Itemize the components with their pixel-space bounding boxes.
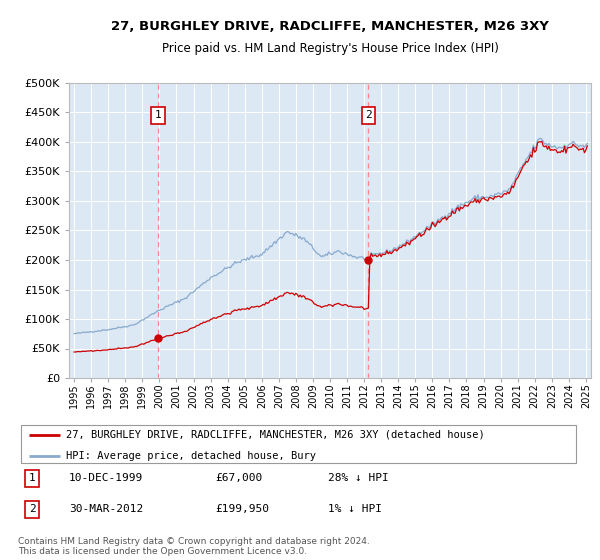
Text: £199,950: £199,950 (215, 505, 269, 515)
Text: 10-DEC-1999: 10-DEC-1999 (69, 473, 143, 483)
Text: 30-MAR-2012: 30-MAR-2012 (69, 505, 143, 515)
Text: 1: 1 (155, 110, 161, 120)
Text: Price paid vs. HM Land Registry's House Price Index (HPI): Price paid vs. HM Land Registry's House … (161, 42, 499, 55)
Text: 28% ↓ HPI: 28% ↓ HPI (328, 473, 389, 483)
Text: 1% ↓ HPI: 1% ↓ HPI (328, 505, 382, 515)
Text: 27, BURGHLEY DRIVE, RADCLIFFE, MANCHESTER, M26 3XY: 27, BURGHLEY DRIVE, RADCLIFFE, MANCHESTE… (111, 20, 549, 33)
Text: HPI: Average price, detached house, Bury: HPI: Average price, detached house, Bury (66, 451, 316, 461)
Text: Contains HM Land Registry data © Crown copyright and database right 2024.
This d: Contains HM Land Registry data © Crown c… (18, 536, 370, 556)
Text: £67,000: £67,000 (215, 473, 263, 483)
Text: 27, BURGHLEY DRIVE, RADCLIFFE, MANCHESTER, M26 3XY (detached house): 27, BURGHLEY DRIVE, RADCLIFFE, MANCHESTE… (66, 430, 485, 440)
Text: 2: 2 (365, 110, 372, 120)
FancyBboxPatch shape (21, 425, 577, 463)
Text: 2: 2 (29, 505, 35, 515)
Text: 1: 1 (29, 473, 35, 483)
